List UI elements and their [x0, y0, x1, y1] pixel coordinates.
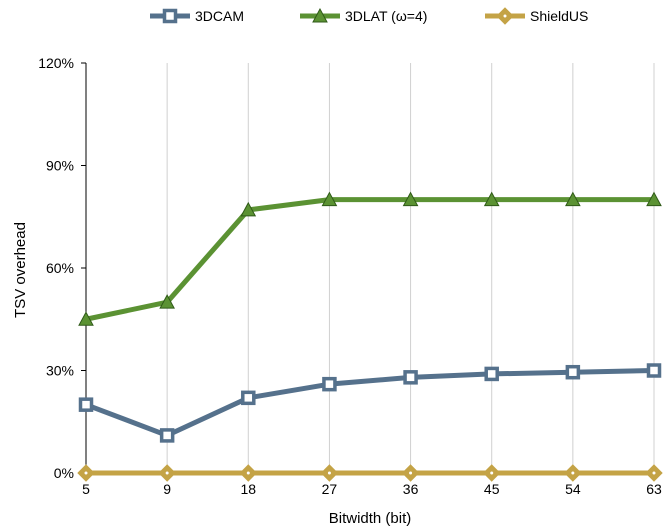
legend-label: 3DCAM — [195, 8, 244, 24]
data-point — [78, 311, 94, 326]
data-point — [78, 397, 94, 412]
data-point — [159, 294, 175, 309]
series-triangle — [78, 191, 662, 326]
x-tick-label: 36 — [403, 481, 419, 497]
data-point-center — [652, 471, 656, 475]
y-tick-label: 120% — [38, 55, 74, 71]
x-tick-label: 18 — [240, 481, 256, 497]
data-point-center — [409, 471, 413, 475]
axes: 0% 30% 60% 90% 120% 5 9 18 27 36 45 54 63 — [38, 55, 662, 497]
x-axis-label: Bitwidth (bit) — [329, 510, 412, 527]
legend-label: ShieldUS — [530, 8, 588, 24]
data-point — [483, 191, 500, 207]
x-tick-label: 54 — [565, 481, 581, 497]
data-point — [646, 363, 662, 378]
y-tick-label: 0% — [54, 465, 74, 481]
legend-marker — [312, 7, 328, 23]
legend-label: 3DLAT (ω=4) — [345, 8, 427, 24]
x-tick-label: 45 — [484, 481, 500, 497]
legend-item: ShieldUS — [485, 7, 588, 25]
data-point-center — [84, 471, 88, 475]
data-point — [321, 191, 338, 207]
data-point-center — [246, 471, 250, 475]
y-tick-label: 60% — [46, 260, 74, 276]
series-line — [85, 368, 655, 438]
legend-marker-center — [503, 14, 507, 18]
y-axis-label: TSV overhead — [12, 222, 29, 318]
legend: 3DCAM 3DLAT (ω=4) ShieldUS — [150, 7, 588, 25]
series-diamond — [77, 464, 663, 482]
data-point — [159, 428, 175, 443]
series-square — [78, 363, 662, 443]
data-point — [484, 366, 499, 382]
data-point — [240, 201, 257, 217]
data-point — [403, 370, 418, 385]
data-point — [565, 364, 581, 380]
legend-item: 3DCAM — [150, 8, 244, 24]
data-point-center — [327, 471, 331, 475]
data-point — [322, 376, 337, 392]
x-tick-label: 27 — [322, 481, 338, 497]
data-point-center — [490, 471, 494, 475]
y-tick-label: 30% — [46, 363, 74, 379]
x-tick-label: 63 — [646, 481, 662, 497]
series-line — [85, 197, 654, 322]
data-point — [241, 390, 256, 406]
x-tick-label: 9 — [163, 481, 171, 497]
legend-item: 3DLAT (ω=4) — [300, 7, 427, 24]
y-tick-label: 90% — [46, 158, 74, 174]
legend-marker — [162, 8, 178, 24]
data-point-center — [165, 471, 169, 475]
grid-lines — [166, 63, 655, 473]
data-point — [402, 191, 419, 207]
data-point-center — [571, 471, 575, 475]
data-point — [646, 191, 662, 207]
series-layer — [77, 191, 663, 482]
x-tick-label: 5 — [82, 481, 90, 497]
data-point — [565, 191, 581, 207]
